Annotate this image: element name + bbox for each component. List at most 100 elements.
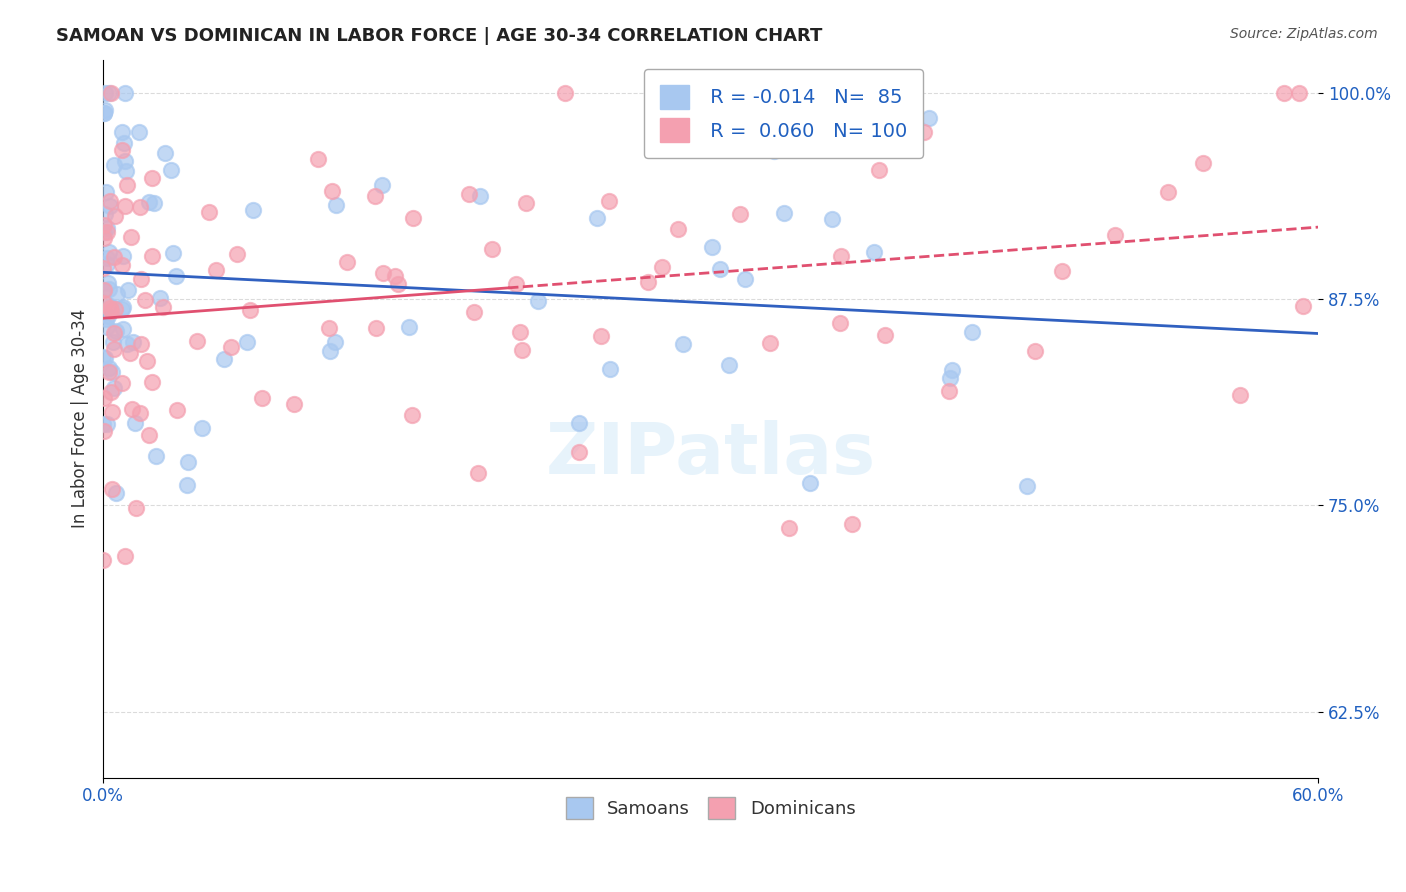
Samoans [142, 195, 165, 210]
Dominicans [509, 325, 531, 339]
Samoans [98, 299, 121, 313]
Samoans [117, 337, 139, 351]
Samoans [114, 86, 136, 100]
Dominicans [830, 316, 852, 330]
Dominicans [111, 376, 134, 390]
Dominicans [141, 375, 163, 389]
Samoans [398, 319, 420, 334]
Dominicans [128, 200, 150, 214]
Samoans [121, 335, 143, 350]
Dominicans [373, 266, 395, 280]
Dominicans [363, 188, 385, 202]
Samoans [177, 455, 200, 469]
Samoans [162, 246, 184, 260]
Dominicans [841, 516, 863, 531]
Dominicans [1229, 388, 1251, 402]
Samoans [700, 240, 723, 254]
Samoans [96, 257, 118, 271]
Dominicans [198, 205, 221, 219]
Dominicans [111, 143, 134, 157]
Dominicans [166, 402, 188, 417]
Samoans [325, 198, 347, 212]
Samoans [93, 106, 115, 120]
Samoans [96, 417, 118, 432]
Samoans [160, 162, 183, 177]
Dominicans [283, 397, 305, 411]
Dominicans [554, 86, 576, 100]
Dominicans [384, 268, 406, 283]
Samoans [717, 358, 740, 372]
Samoans [941, 363, 963, 377]
Dominicans [481, 242, 503, 256]
Dominicans [96, 225, 118, 239]
Samoans [176, 477, 198, 491]
Dominicans [1024, 344, 1046, 359]
Dominicans [138, 427, 160, 442]
Samoans [93, 206, 115, 220]
Samoans [111, 301, 134, 316]
Dominicans [93, 424, 115, 438]
Samoans [236, 334, 259, 349]
Samoans [98, 282, 121, 296]
Dominicans [111, 258, 134, 272]
Samoans [165, 269, 187, 284]
Dominicans [100, 301, 122, 315]
Dominicans [318, 321, 340, 335]
Text: Source: ZipAtlas.com: Source: ZipAtlas.com [1230, 27, 1378, 41]
Dominicans [1292, 299, 1315, 313]
Samoans [773, 206, 796, 220]
Samoans [124, 416, 146, 430]
Samoans [93, 350, 115, 364]
Dominicans [239, 302, 262, 317]
Dominicans [1050, 264, 1073, 278]
Samoans [191, 421, 214, 435]
Dominicans [786, 135, 808, 149]
Dominicans [103, 342, 125, 356]
Dominicans [91, 260, 114, 275]
Dominicans [598, 194, 620, 208]
Dominicans [467, 466, 489, 480]
Dominicans [673, 116, 696, 130]
Samoans [105, 324, 128, 338]
Dominicans [335, 255, 357, 269]
Dominicans [93, 283, 115, 297]
Dominicans [98, 365, 121, 379]
Samoans [93, 225, 115, 239]
Samoans [111, 300, 134, 314]
Samoans [101, 334, 124, 349]
Samoans [939, 371, 962, 385]
Dominicans [120, 230, 142, 244]
Dominicans [1192, 156, 1215, 170]
Dominicans [120, 346, 142, 360]
Dominicans [938, 384, 960, 398]
Dominicans [115, 178, 138, 193]
Dominicans [98, 194, 121, 209]
Samoans [111, 249, 134, 263]
Samoans [98, 244, 121, 259]
Samoans [138, 194, 160, 209]
Dominicans [457, 186, 479, 201]
Dominicans [100, 405, 122, 419]
Dominicans [136, 353, 159, 368]
Dominicans [114, 199, 136, 213]
Dominicans [1157, 185, 1180, 199]
Samoans [111, 322, 134, 336]
Samoans [319, 343, 342, 358]
Dominicans [463, 305, 485, 319]
Samoans [117, 283, 139, 297]
Dominicans [93, 218, 115, 232]
Samoans [96, 220, 118, 235]
Dominicans [186, 334, 208, 349]
Samoans [91, 417, 114, 431]
Dominicans [204, 263, 226, 277]
Dominicans [730, 207, 752, 221]
Samoans [526, 293, 548, 308]
Dominicans [100, 385, 122, 400]
Samoans [114, 153, 136, 168]
Dominicans [568, 445, 591, 459]
Samoans [599, 362, 621, 376]
Dominicans [93, 391, 115, 405]
Samoans [112, 136, 135, 150]
Samoans [214, 351, 236, 366]
Samoans [960, 325, 983, 339]
